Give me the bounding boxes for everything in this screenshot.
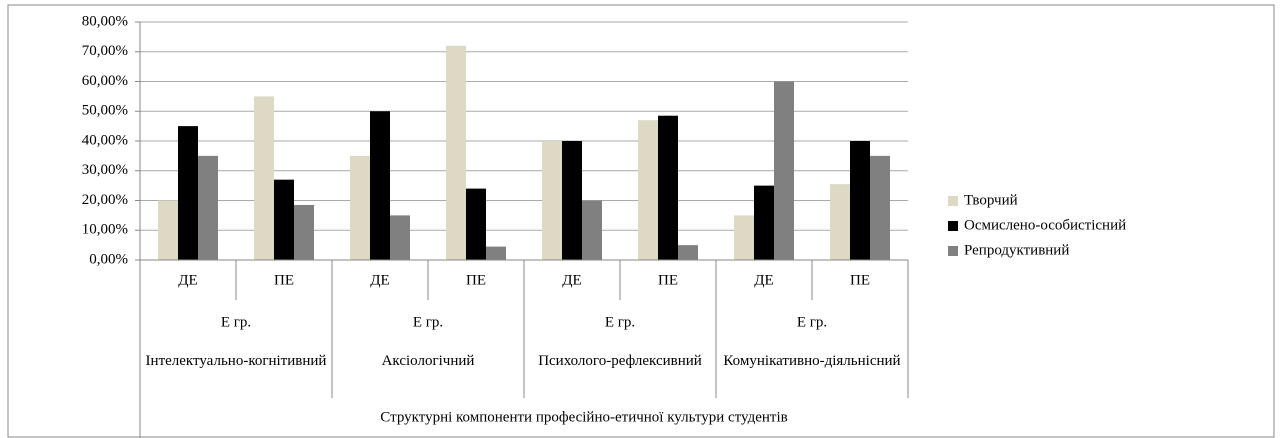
bar: [294, 204, 314, 260]
x-tick-label: ДЕ: [754, 272, 773, 288]
legend-swatch: [948, 246, 958, 256]
group-label: Е гр.: [413, 314, 443, 330]
bar: [390, 215, 410, 260]
bar: [178, 126, 198, 260]
group-name: Інтелектуально-когнітивний: [145, 353, 327, 369]
bar: [350, 155, 370, 260]
bar: [486, 246, 506, 260]
group-name: Аксіологічний: [381, 353, 475, 369]
bar: [274, 179, 294, 260]
x-tick-label: ДЕ: [562, 272, 581, 288]
bar: [466, 188, 486, 260]
y-tick-label: 20,00%: [82, 192, 128, 208]
x-tick-label: ПЕ: [658, 272, 678, 288]
bar: [774, 81, 794, 260]
bar: [254, 96, 274, 260]
x-tick-label: ПЕ: [274, 272, 294, 288]
bar: [850, 141, 870, 260]
bar: [562, 141, 582, 260]
bar: [678, 245, 698, 260]
legend-label: Осмислено-особистісний: [964, 217, 1126, 233]
x-tick-label: ДЕ: [178, 272, 197, 288]
group-label: Е гр.: [605, 314, 635, 330]
chart-border: [7, 4, 1275, 438]
y-tick-label: 10,00%: [82, 222, 128, 238]
bar: [158, 200, 178, 260]
legend-label: Репродуктивний: [964, 242, 1069, 258]
group-label: Е гр.: [797, 314, 827, 330]
bar: [754, 185, 774, 260]
bar: [830, 184, 850, 260]
y-tick-label: 50,00%: [82, 103, 128, 119]
bar: [370, 111, 390, 260]
group-name: Психолого-рефлексивний: [538, 353, 702, 369]
bar: [658, 115, 678, 261]
x-tick-label: ДЕ: [370, 272, 389, 288]
y-tick-label: 70,00%: [82, 43, 128, 59]
bar: [542, 141, 562, 260]
y-tick-label: 80,00%: [82, 13, 128, 29]
y-tick-label: 0,00%: [89, 251, 128, 267]
x-tick-label: ПЕ: [850, 272, 870, 288]
legend-label: Творчий: [964, 192, 1018, 208]
group-name: Комунікативно-діяльнісний: [723, 353, 901, 369]
group-label: Е гр.: [221, 314, 251, 330]
x-tick-label: ПЕ: [466, 272, 486, 288]
bar: [446, 45, 466, 260]
y-tick-label: 30,00%: [82, 162, 128, 178]
y-tick-label: 40,00%: [82, 132, 128, 148]
y-tick-label: 60,00%: [82, 73, 128, 89]
legend-swatch: [948, 221, 958, 231]
bar: [870, 155, 890, 260]
legend-swatch: [948, 196, 958, 206]
x-axis-label: Структурні компоненти професійно-етичної…: [380, 409, 787, 425]
bar: [734, 215, 754, 260]
bar: [638, 120, 658, 260]
bar: [198, 155, 218, 260]
bar: [582, 200, 602, 260]
